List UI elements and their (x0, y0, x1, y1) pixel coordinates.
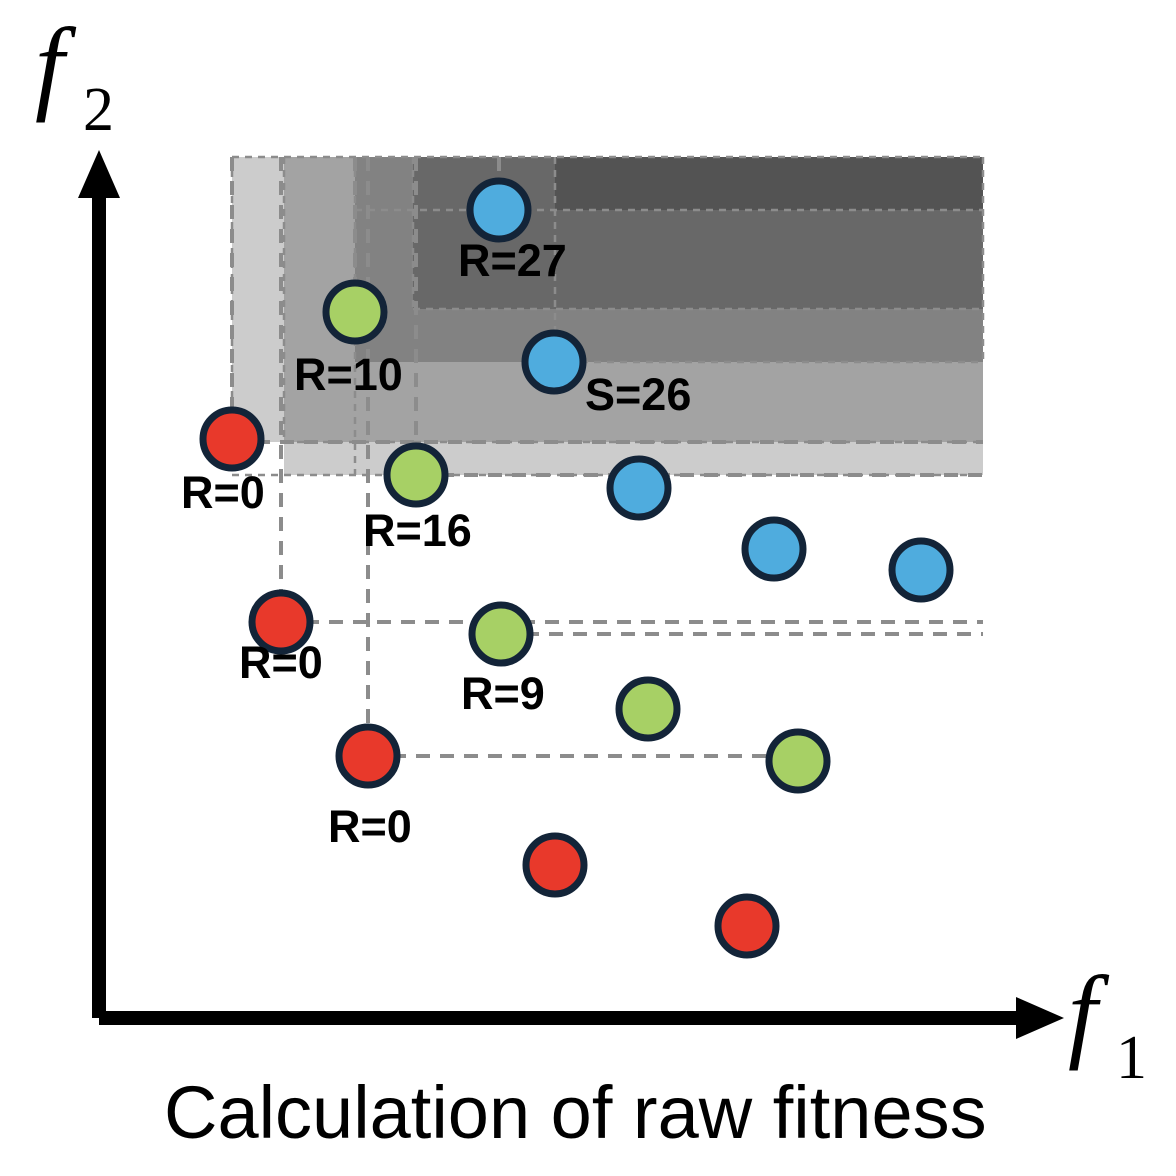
svg-text:R=9: R=9 (461, 668, 545, 719)
svg-text:R=16: R=16 (363, 505, 472, 556)
svg-text:Calculation of raw fitness: Calculation of raw fitness (164, 1071, 987, 1154)
svg-text:R=0: R=0 (239, 637, 323, 688)
svg-text:R=27: R=27 (458, 235, 567, 286)
svg-text:f: f (35, 6, 77, 123)
svg-text:R=0: R=0 (328, 801, 412, 852)
svg-text:f: f (1068, 954, 1110, 1071)
svg-text:R=0: R=0 (181, 467, 265, 518)
svg-text:2: 2 (83, 76, 114, 144)
svg-text:S=26: S=26 (585, 369, 691, 420)
svg-text:1: 1 (1116, 1024, 1147, 1092)
svg-text:R=10: R=10 (294, 349, 403, 400)
